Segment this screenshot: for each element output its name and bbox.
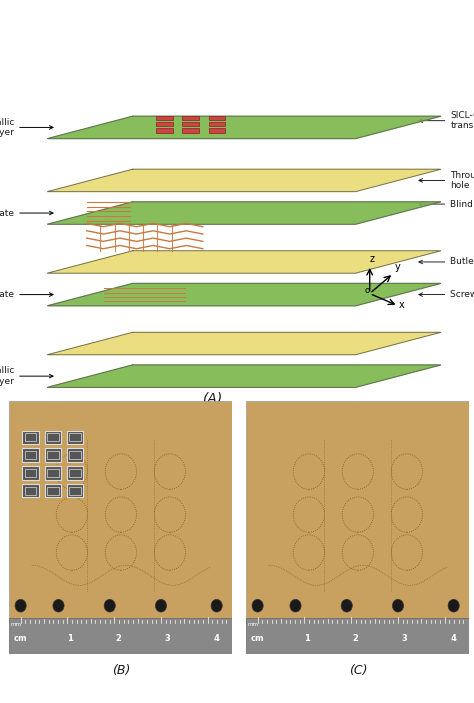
Text: Substrate: Substrate — [0, 209, 53, 217]
Circle shape — [341, 600, 352, 612]
Text: 3: 3 — [402, 634, 408, 643]
Text: (A): (A) — [203, 392, 223, 406]
FancyBboxPatch shape — [67, 484, 83, 498]
Circle shape — [104, 600, 115, 612]
Bar — [182, 122, 199, 127]
Circle shape — [15, 600, 26, 612]
Text: o: o — [365, 285, 370, 295]
Circle shape — [211, 600, 222, 612]
FancyBboxPatch shape — [22, 430, 39, 444]
Text: 1: 1 — [67, 634, 73, 643]
Polygon shape — [47, 251, 441, 273]
Circle shape — [392, 600, 403, 612]
Text: 1: 1 — [304, 634, 310, 643]
Polygon shape — [47, 116, 441, 138]
Text: Substrate: Substrate — [0, 290, 53, 299]
Circle shape — [290, 600, 301, 612]
Text: 4: 4 — [451, 634, 456, 643]
Text: mm: mm — [247, 622, 259, 627]
Polygon shape — [47, 169, 441, 192]
Text: y: y — [394, 262, 400, 272]
FancyBboxPatch shape — [22, 484, 39, 498]
FancyBboxPatch shape — [45, 449, 61, 462]
FancyBboxPatch shape — [22, 449, 39, 462]
Text: 4: 4 — [214, 634, 219, 643]
Text: Blind via-hole: Blind via-hole — [419, 200, 474, 209]
FancyBboxPatch shape — [9, 401, 232, 624]
Circle shape — [155, 600, 166, 612]
Text: cm: cm — [14, 634, 27, 643]
Text: SICL-GCPW
transition: SICL-GCPW transition — [419, 111, 474, 130]
Bar — [246, 619, 469, 654]
Bar — [156, 122, 173, 127]
Text: z: z — [370, 254, 374, 264]
Text: Through via-
hole: Through via- hole — [419, 171, 474, 190]
Bar — [182, 116, 199, 120]
Bar — [209, 129, 225, 132]
Text: Butler Matrix: Butler Matrix — [419, 257, 474, 266]
FancyBboxPatch shape — [67, 449, 83, 462]
FancyBboxPatch shape — [45, 430, 61, 444]
Text: mm: mm — [10, 622, 22, 627]
Text: Screw hole: Screw hole — [419, 290, 474, 299]
Bar — [209, 116, 225, 120]
Text: cm: cm — [251, 634, 264, 643]
FancyBboxPatch shape — [67, 430, 83, 444]
Bar — [182, 129, 199, 132]
FancyBboxPatch shape — [22, 466, 39, 479]
Text: Metallic
layer: Metallic layer — [0, 366, 53, 386]
FancyBboxPatch shape — [246, 401, 469, 624]
Polygon shape — [47, 202, 441, 224]
Text: 2: 2 — [353, 634, 358, 643]
Bar — [9, 619, 232, 654]
Bar — [156, 116, 173, 120]
Circle shape — [53, 600, 64, 612]
Polygon shape — [47, 333, 441, 355]
FancyBboxPatch shape — [45, 466, 61, 479]
Circle shape — [252, 600, 263, 612]
Polygon shape — [47, 283, 441, 306]
Text: Metallic
layer: Metallic layer — [0, 117, 53, 137]
Bar — [156, 129, 173, 132]
Text: x: x — [399, 300, 405, 310]
Text: (C): (C) — [348, 664, 367, 677]
Circle shape — [448, 600, 459, 612]
Text: 2: 2 — [116, 634, 121, 643]
Bar — [209, 122, 225, 127]
FancyBboxPatch shape — [67, 466, 83, 479]
FancyBboxPatch shape — [45, 484, 61, 498]
Polygon shape — [47, 365, 441, 387]
Text: (B): (B) — [112, 664, 130, 677]
Text: 3: 3 — [165, 634, 171, 643]
